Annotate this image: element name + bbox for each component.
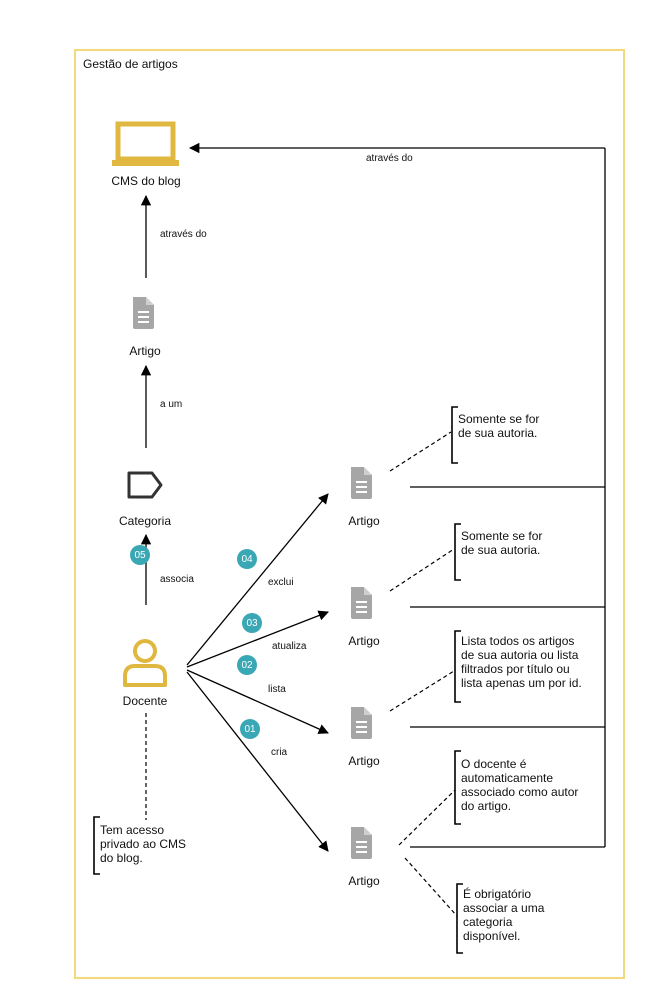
laptop-icon (112, 121, 179, 166)
artigo-label: Artigo (348, 874, 380, 888)
note-exclui: Somente se for de sua autoria. (458, 412, 540, 440)
arrow-cria (186, 671, 329, 852)
step-badge: 01 (240, 719, 260, 739)
arrow-exclui (186, 493, 329, 666)
note-cria: O docente é automaticamente associado co… (461, 757, 579, 813)
artigo-label: Artigo (348, 754, 380, 768)
edge-label-associa: associa (160, 574, 194, 585)
edge-label-exclui: exclui (268, 577, 294, 588)
categoria-label: Categoria (118, 514, 172, 528)
document-icon (351, 467, 372, 499)
connector-to-cms (188, 142, 606, 848)
edge-label-atraves-do: através do (160, 229, 207, 240)
note-brackets (93, 406, 463, 954)
document-icon (133, 297, 154, 329)
edge-label-cria: cria (271, 747, 288, 758)
edge-label-a-um: a um (160, 399, 183, 410)
arrow-atualiza (186, 610, 329, 668)
artigo-label: Artigo (348, 634, 380, 648)
artigo-label: Artigo (348, 514, 380, 528)
note-docente: Tem acesso privado ao CMS do blog. (100, 823, 187, 865)
cms-label: CMS do blog (111, 174, 181, 188)
document-icon (351, 827, 372, 859)
edge-label-atraves-do: através do (366, 153, 413, 164)
tag-icon (127, 471, 163, 499)
note-lista: Lista todos os artigos de sua autoria ou… (461, 634, 582, 690)
step-badge: 03 (242, 613, 262, 633)
note-connectors (145, 431, 458, 917)
diagram-frame (74, 49, 625, 979)
edge-label-atualiza: atualiza (272, 641, 307, 652)
frame-title: Gestão de artigos (83, 57, 178, 71)
arrow-lista (186, 669, 329, 734)
step-badge: 04 (237, 549, 257, 569)
artigo-label: Artigo (129, 344, 161, 358)
step-badge: 05 (130, 545, 150, 565)
note-atualiza: Somente se for de sua autoria. (461, 529, 543, 557)
user-icon (123, 639, 167, 687)
note-categoria: É obrigatório associar a uma categoria d… (463, 887, 545, 943)
edge-label-lista: lista (268, 684, 286, 695)
document-icon (351, 587, 372, 619)
docente-label: Docente (122, 694, 168, 708)
document-icon (351, 707, 372, 739)
step-badge: 02 (237, 655, 257, 675)
